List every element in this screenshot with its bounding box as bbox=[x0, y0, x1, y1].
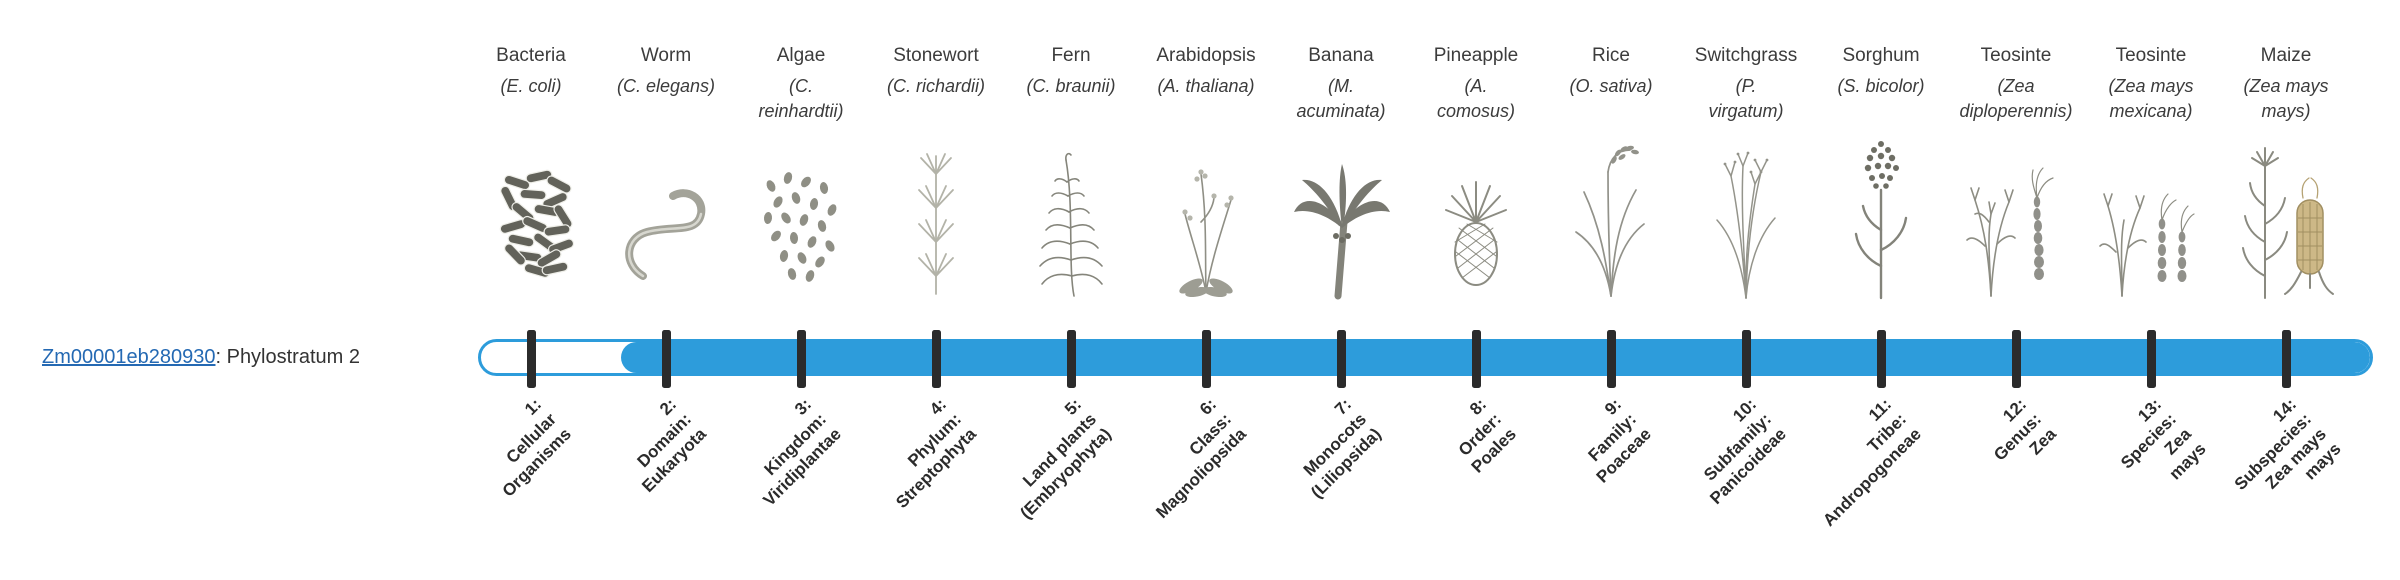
organism-header: Maize (Zea mays mays) bbox=[2216, 44, 2356, 124]
organism-header: Bacteria (E. coli) bbox=[461, 44, 601, 99]
organism-common-name: Worm bbox=[640, 45, 692, 66]
bacteria-icon bbox=[471, 116, 591, 306]
organism-scientific-name: (A. thaliana) bbox=[1157, 76, 1255, 96]
phylostratum-tick bbox=[2011, 330, 2021, 388]
organism-scientific-name: (E. coli) bbox=[500, 76, 562, 96]
phylostratum-tick bbox=[1336, 330, 1346, 388]
fern-icon bbox=[1011, 116, 1131, 306]
phylostratum-tick bbox=[1066, 330, 1076, 388]
organism-common-name: Banana bbox=[1308, 45, 1374, 66]
organism-common-name: Algae bbox=[776, 45, 826, 66]
phylostratum-tick bbox=[1741, 330, 1751, 388]
phylostratum-bar bbox=[478, 339, 2373, 376]
organism-scientific-name: (S. bicolor) bbox=[1837, 76, 1925, 96]
organism-scientific-name: (A. comosus) bbox=[1436, 76, 1516, 121]
teosinte-mexicana-icon bbox=[2091, 116, 2211, 306]
algae-icon bbox=[741, 116, 861, 306]
organism-scientific-name: (Zea mays mexicana) bbox=[2108, 76, 2194, 121]
phylostratum-tick bbox=[1201, 330, 1211, 388]
organism-common-name: Teosinte bbox=[2115, 45, 2187, 66]
stonewort-icon bbox=[876, 116, 996, 306]
organism-common-name: Pineapple bbox=[1433, 45, 1519, 66]
phylostratum-tick bbox=[1876, 330, 1886, 388]
gene-label: Zm00001eb280930: Phylostratum 2 bbox=[42, 346, 360, 369]
organism-scientific-name: (C. elegans) bbox=[616, 76, 716, 96]
phylostratum-tick bbox=[1606, 330, 1616, 388]
teosinte-diploperennis-icon bbox=[1956, 116, 2076, 306]
gene-phylostratum-suffix: : Phylostratum 2 bbox=[215, 346, 360, 368]
phylostratum-tick bbox=[2146, 330, 2156, 388]
organism-common-name: Maize bbox=[2260, 45, 2312, 66]
rice-icon bbox=[1551, 116, 1671, 306]
phylostratum-tick bbox=[661, 330, 671, 388]
organism-scientific-name: (Zea diploperennis) bbox=[1959, 76, 2073, 121]
phylostratum-tick bbox=[2281, 330, 2291, 388]
switchgrass-icon bbox=[1686, 116, 1806, 306]
pineapple-icon bbox=[1416, 116, 1536, 306]
maize-icon bbox=[2226, 116, 2346, 306]
organism-common-name: Bacteria bbox=[496, 45, 566, 66]
organism-header: Arabidopsis (A. thaliana) bbox=[1136, 44, 1276, 99]
organism-scientific-name: (M. acuminata) bbox=[1296, 76, 1386, 121]
phylostratum-bar-fill bbox=[621, 342, 2370, 373]
organism-scientific-name: (Zea mays mays) bbox=[2243, 76, 2329, 121]
organism-scientific-name: (O. sativa) bbox=[1569, 76, 1653, 96]
organism-scientific-name: (P. virgatum) bbox=[1708, 76, 1784, 121]
sorghum-icon bbox=[1821, 116, 1941, 306]
phylostratum-tick bbox=[931, 330, 941, 388]
organism-scientific-name: (C. richardii) bbox=[886, 76, 985, 96]
organism-header: Banana (M. acuminata) bbox=[1271, 44, 1411, 124]
organism-common-name: Sorghum bbox=[1842, 45, 1920, 66]
organism-header: Worm (C. elegans) bbox=[596, 44, 736, 99]
organism-common-name: Arabidopsis bbox=[1156, 45, 1256, 66]
phylostratum-tick bbox=[1471, 330, 1481, 388]
organism-header: Rice (O. sativa) bbox=[1541, 44, 1681, 99]
organism-scientific-name: (C. braunii) bbox=[1026, 76, 1116, 96]
organism-common-name: Fern bbox=[1051, 45, 1091, 66]
organism-common-name: Switchgrass bbox=[1694, 45, 1798, 66]
organism-header: Teosinte (Zea mays mexicana) bbox=[2081, 44, 2221, 124]
organism-common-name: Rice bbox=[1591, 45, 1630, 66]
arabidopsis-icon bbox=[1146, 116, 1266, 306]
organism-common-name: Stonewort bbox=[893, 45, 979, 66]
gene-id-link[interactable]: Zm00001eb280930 bbox=[42, 346, 216, 368]
organism-header: Stonewort (C. richardii) bbox=[866, 44, 1006, 99]
organism-header: Sorghum (S. bicolor) bbox=[1811, 44, 1951, 99]
organism-header: Pineapple (A. comosus) bbox=[1406, 44, 1546, 124]
phylostratum-tick bbox=[796, 330, 806, 388]
banana-icon bbox=[1281, 116, 1401, 306]
organism-header: Fern (C. braunii) bbox=[1001, 44, 1141, 99]
worm-icon bbox=[606, 116, 726, 306]
organism-scientific-name: (C. reinhardtii) bbox=[758, 76, 844, 121]
organism-common-name: Teosinte bbox=[1980, 45, 2052, 66]
organism-header: Switchgrass (P. virgatum) bbox=[1676, 44, 1816, 124]
organism-header: Teosinte (Zea diploperennis) bbox=[1946, 44, 2086, 124]
phylostratum-tick bbox=[526, 330, 536, 388]
organism-header: Algae (C. reinhardtii) bbox=[731, 44, 871, 124]
